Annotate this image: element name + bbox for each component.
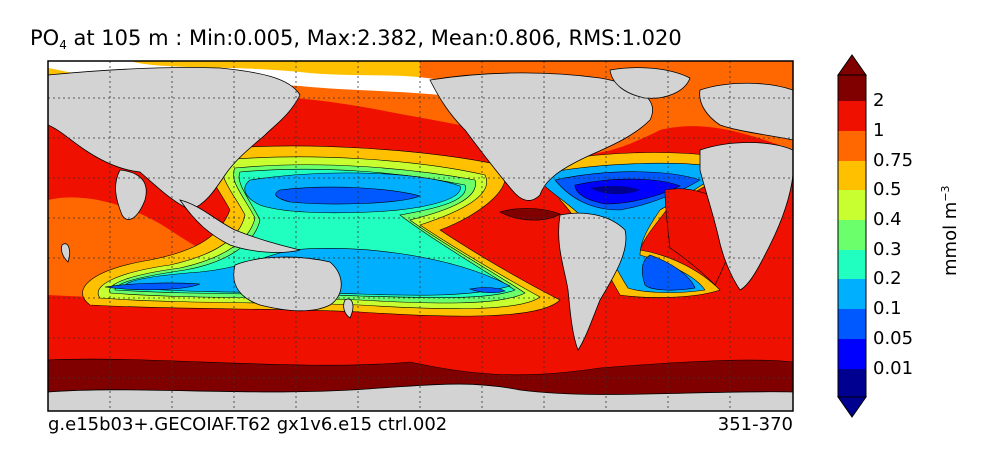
pacific-gyre-blue (104, 186, 506, 294)
units-exponent: −3 (939, 185, 952, 202)
colorbar-swatch-0-5 (838, 161, 866, 190)
years-label: 351-370 (717, 414, 793, 435)
new-zealand-land (343, 298, 354, 319)
map-title: PO4 at 105 m : Min:0.005, Max:2.382, Mea… (30, 26, 820, 52)
africa-land (699, 142, 793, 291)
australia-land (233, 256, 342, 312)
colorbar-label-0-3: 0.3 (873, 239, 902, 260)
title-variable: PO (30, 26, 60, 50)
europe-land (699, 82, 793, 141)
colorbar-swatch-1 (838, 101, 866, 131)
antarctica-land (48, 383, 793, 411)
colorbar-label-0-2: 0.2 (873, 268, 902, 289)
colorbar (837, 54, 867, 418)
eurasia-land (48, 67, 301, 211)
sargasso-min (590, 185, 640, 195)
south-america-land (558, 212, 627, 351)
colorbar-label-0-4: 0.4 (873, 209, 902, 230)
colorbar-label-0-01: 0.01 (873, 358, 914, 379)
colorbar-label-0-5: 0.5 (873, 179, 902, 200)
colorbar-swatch-min (838, 369, 866, 397)
land-masses (48, 67, 793, 411)
colorbar-units: mmol m−3 (939, 185, 961, 276)
colorbar-label-2: 2 (873, 90, 885, 111)
colorbar-label-1: 1 (873, 120, 885, 141)
colorbar-label-0-1: 0.1 (873, 298, 902, 319)
colorbar-bottom-arrow (837, 396, 867, 418)
se-asia-land (179, 199, 301, 253)
map-frame (47, 60, 794, 412)
colorbar-swatch-0-01 (838, 339, 866, 369)
colorbar-swatch-0-4 (838, 190, 866, 220)
north-america-land (429, 72, 653, 201)
colorbar-swatch-0-1 (838, 279, 866, 309)
colorbar-swatch-0-05 (838, 309, 866, 339)
colorbar-swatch-0-2 (838, 250, 866, 279)
colorbar-top-arrow (837, 54, 867, 76)
title-variable-subscript: 4 (59, 38, 67, 52)
colorbar-label-0-75: 0.75 (873, 150, 914, 171)
colorbar-swatch-0-75 (838, 131, 866, 161)
madagascar-land (61, 243, 70, 263)
map-area (48, 61, 793, 411)
colorbar-swatch-0-3 (838, 220, 866, 250)
title-stats: at 105 m : Min:0.005, Max:2.382, Mean:0.… (73, 26, 682, 50)
colorbar-swatch-2 (838, 75, 866, 101)
greenland-land (609, 67, 691, 99)
colorbar-label-0-05: 0.05 (873, 328, 914, 349)
graticule (48, 61, 793, 411)
case-name-label: g.e15b03+.GECOIAF.T62 gx1v6.e15 ctrl.002 (48, 414, 448, 435)
colorbar-frame (837, 74, 867, 398)
units-base: mmol m (940, 201, 961, 276)
